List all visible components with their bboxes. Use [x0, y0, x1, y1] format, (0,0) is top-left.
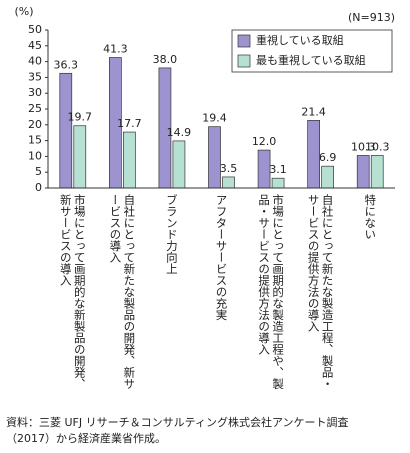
legend-swatch — [237, 54, 251, 68]
value-label: 38.0 — [153, 53, 178, 66]
value-label: 6.9 — [319, 151, 337, 164]
bar — [59, 72, 73, 189]
value-label: 14.9 — [167, 126, 192, 139]
legend-label: 重視している取組 — [256, 33, 344, 47]
bar — [321, 165, 334, 189]
bar — [370, 155, 384, 189]
bar — [307, 120, 320, 189]
value-label: 10.3 — [351, 140, 376, 153]
value-label: 10.3 — [365, 140, 390, 153]
legend-box — [231, 29, 393, 73]
y-unit: (%) — [14, 5, 33, 18]
value-label: 12.0 — [252, 135, 277, 148]
y-tick-label: 5 — [35, 165, 42, 178]
x-tick-label: 市場にとって画期的な新製品の開発、新サービスの導入 — [58, 194, 87, 390]
y-tick-label: 50 — [28, 23, 42, 36]
value-label: 3.1 — [269, 163, 287, 176]
bar — [222, 176, 235, 189]
value-label: 19.7 — [68, 111, 93, 124]
x-tick-label: ブランド力向上 — [164, 194, 179, 275]
bar — [208, 126, 221, 189]
y-tick-label: 20 — [28, 118, 42, 131]
y-tick-label: 35 — [28, 70, 42, 83]
legend-swatch — [237, 34, 251, 48]
bar — [73, 125, 87, 189]
value-label: 3.5 — [220, 162, 238, 175]
bar — [356, 155, 370, 189]
y-tick-label: 30 — [28, 86, 42, 99]
value-label: 41.3 — [103, 42, 128, 55]
legend-label: 最も重視している取組 — [256, 53, 366, 67]
y-tick-label: 40 — [28, 55, 42, 68]
source-note: 資料：三菱 UFJ リサーチ＆コンサルティング株式会社アンケート調査（2017）… — [6, 416, 349, 445]
y-tick-label: 15 — [28, 134, 42, 147]
bar — [172, 140, 186, 189]
value-label: 19.4 — [202, 112, 227, 125]
bar — [257, 149, 271, 189]
x-tick-label: 市場にとって画期的な製造工程や、製品・サービスの提供方法の導入 — [257, 194, 286, 390]
x-tick-label: 特にない — [363, 194, 378, 240]
y-tick-label: 25 — [28, 102, 42, 115]
x-tick-label: アフターサービスの充実 — [214, 194, 229, 321]
x-tick-label: 自社にとって新たな製造工程、製品・サービスの提供方法の導入 — [306, 194, 335, 390]
bar — [271, 177, 285, 189]
y-tick-label: 45 — [28, 39, 42, 52]
value-label: 36.3 — [54, 58, 79, 71]
x-tick-label: 自社にとって新たな製品の開発、新サービスの導入 — [108, 194, 137, 390]
bar — [123, 131, 136, 189]
value-label: 17.7 — [117, 117, 142, 130]
y-tick-label: 0 — [35, 181, 42, 194]
y-tick-label: 10 — [28, 149, 42, 162]
sample-size: (N=913) — [348, 11, 395, 24]
value-label: 21.4 — [301, 105, 326, 118]
